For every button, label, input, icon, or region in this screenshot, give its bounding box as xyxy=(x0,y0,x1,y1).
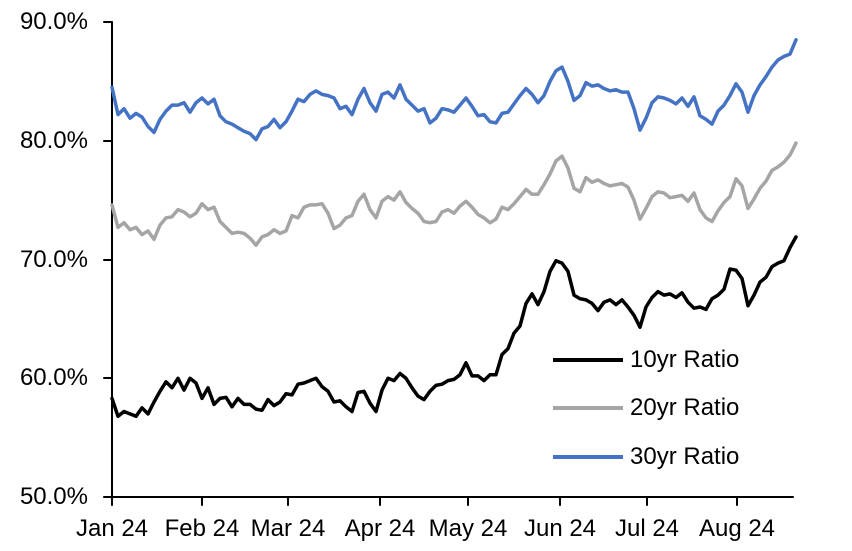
y-axis-tick-label: 80.0% xyxy=(19,127,88,154)
x-axis-tick-label: Mar 24 xyxy=(250,515,326,542)
x-axis-tick-label: May 24 xyxy=(428,515,508,542)
x-axis-tick-label: Jul 24 xyxy=(614,515,680,542)
y-axis-tick-label: 90.0% xyxy=(19,8,88,35)
x-axis-tick-label: Jun 24 xyxy=(523,515,597,542)
legend-label: 20yr Ratio xyxy=(630,394,740,421)
y-axis-tick-label: 50.0% xyxy=(19,483,88,510)
legend-label: 10yr Ratio xyxy=(630,346,740,373)
legend-line-swatch-20yr xyxy=(553,406,623,410)
legend-item-10yr: 10yr Ratio xyxy=(553,346,739,374)
x-axis-tick-label: Apr 24 xyxy=(344,515,416,542)
legend-line-swatch-10yr xyxy=(553,358,623,362)
y-axis-tick-label: 60.0% xyxy=(19,364,88,391)
legend-line-swatch-30yr xyxy=(553,455,623,459)
legend-item-30yr: 30yr Ratio xyxy=(553,443,739,471)
y-axis-tick-label: 70.0% xyxy=(19,246,88,273)
x-axis-tick-label: Aug 24 xyxy=(698,515,776,542)
legend-label: 30yr Ratio xyxy=(630,443,740,470)
x-axis-tick-label: Jan 24 xyxy=(75,515,149,542)
legend-item-20yr: 20yr Ratio xyxy=(553,394,739,422)
x-axis-tick-label: Feb 24 xyxy=(164,515,240,542)
